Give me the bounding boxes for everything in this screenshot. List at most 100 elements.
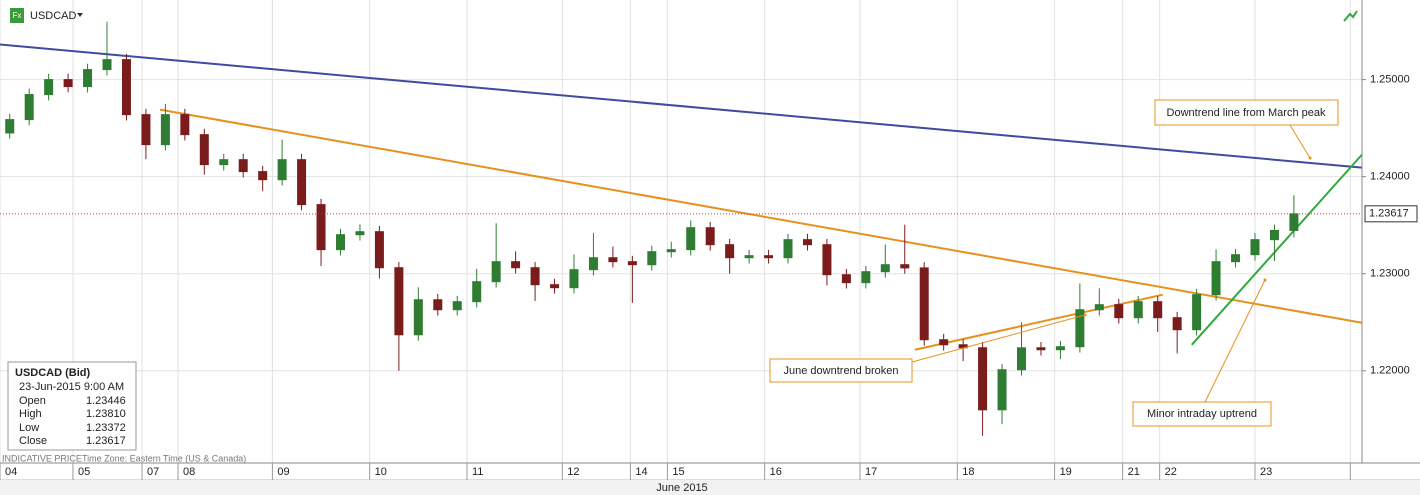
y-tick-label: 1.22000: [1370, 365, 1410, 377]
dropdown-arrow[interactable]: [77, 13, 83, 17]
trend-icon[interactable]: [1343, 10, 1358, 22]
fx-icon: [10, 8, 24, 23]
timezone: Time Zone: Eastern Time (US & Canada): [82, 453, 246, 463]
candle-body: [550, 284, 560, 289]
candle-body: [316, 204, 326, 251]
candle-body: [666, 249, 676, 253]
x-tick-label: 18: [962, 466, 974, 478]
candle-body: [1075, 309, 1085, 348]
annotation: Downtrend line from March peak: [1154, 99, 1339, 160]
candle-body: [530, 267, 540, 286]
candle-body: [336, 234, 345, 251]
annotation-pointer: [911, 314, 1086, 363]
candle-body: [861, 271, 871, 284]
y-tick-label: 1.25000: [1370, 73, 1410, 85]
x-tick-label: 11: [472, 466, 483, 478]
chart-title[interactable]: USDCAD: [30, 10, 77, 22]
annotation: Minor intraday uptrend: [1132, 278, 1272, 427]
trend-line: [159, 108, 1363, 324]
candle-body: [569, 269, 579, 289]
candle-body: [1017, 347, 1026, 371]
candle-body: [1211, 261, 1221, 296]
candle-body: [199, 134, 209, 166]
annotation: June downtrend broken: [769, 313, 1087, 383]
trend-line: [914, 293, 1163, 351]
candle-body: [297, 159, 307, 206]
candle-body: [588, 257, 598, 271]
candle-body: [1055, 346, 1065, 351]
candle-body: [1133, 301, 1143, 319]
candle-body: [919, 267, 929, 341]
trend-line: [1191, 153, 1363, 346]
candle-body: [102, 59, 112, 71]
info-value: 1.23810: [86, 408, 126, 420]
candle-body: [1250, 239, 1260, 256]
candle-body: [647, 251, 657, 266]
info-label: Low: [19, 422, 39, 434]
candle-body: [1094, 304, 1104, 311]
month-band: [0, 480, 1420, 495]
info-label: Close: [19, 435, 47, 447]
candle-body: [258, 171, 268, 181]
candle-body: [822, 244, 832, 276]
candle-body: [238, 159, 248, 173]
candle-body: [63, 79, 73, 88]
annotation-dot: [1083, 313, 1087, 317]
info-datetime: 23-Jun-2015 9:00 AM: [19, 381, 124, 393]
candle-body: [1114, 304, 1124, 319]
x-tick-label: 08: [183, 466, 195, 478]
candle-body: [627, 261, 637, 266]
annotation-box: [769, 358, 913, 383]
candle-body: [511, 261, 521, 269]
candle-body: [44, 79, 54, 96]
candle-body: [900, 264, 910, 269]
candle-body: [1192, 294, 1202, 331]
x-tick-label: 21: [1128, 466, 1140, 478]
candle-body: [705, 227, 715, 246]
info-box: USDCAD (Bid) 23-Jun-2015 9:00 AM Open 1.…: [7, 361, 137, 451]
x-tick-label: 10: [375, 466, 387, 478]
candle-body: [841, 274, 851, 284]
candle-body: [121, 59, 131, 116]
candle-body: [219, 159, 229, 166]
annotation-dot: [1308, 156, 1312, 160]
candle-body: [1269, 229, 1279, 241]
candle-body: [433, 299, 443, 311]
candle-body: [5, 119, 15, 134]
annotation-box: [1154, 99, 1339, 126]
candle-body: [783, 239, 793, 259]
footer: INDICATIVE PRICE: [2, 453, 82, 463]
x-tick-label: 12: [567, 466, 579, 478]
candle-body: [141, 114, 151, 146]
candle-body: [452, 301, 462, 311]
trend-line: [0, 43, 1363, 169]
candle-body: [1153, 301, 1163, 319]
info-box-frame: [7, 361, 137, 451]
candle-body: [608, 257, 618, 263]
candle-body: [725, 244, 735, 259]
candle-body: [24, 94, 34, 121]
x-tick-label: 19: [1060, 466, 1072, 478]
x-tick-label: 16: [770, 466, 782, 478]
candle-body: [1231, 254, 1241, 263]
x-tick-label: 04: [5, 466, 17, 478]
annotation-text: Downtrend line from March peak: [1167, 107, 1326, 119]
candle-body: [472, 281, 482, 303]
candle-body: [1289, 213, 1299, 231]
info-label: High: [19, 408, 42, 420]
y-tick-label: 1.23000: [1370, 268, 1410, 280]
info-label: Open: [19, 395, 46, 407]
x-tick-label: 15: [672, 466, 684, 478]
candle-body: [880, 264, 890, 273]
candle-body: [180, 114, 190, 136]
x-tick-label: 07: [147, 466, 159, 478]
info-title: USDCAD (Bid): [15, 367, 90, 379]
candle-body: [764, 255, 774, 259]
candle-body: [83, 69, 93, 88]
candle-body: [1172, 317, 1182, 331]
candle-body: [997, 369, 1007, 411]
candle-body: [1036, 347, 1046, 351]
x-tick-label: 23: [1260, 466, 1272, 478]
annotation-text: Minor intraday uptrend: [1147, 408, 1257, 420]
